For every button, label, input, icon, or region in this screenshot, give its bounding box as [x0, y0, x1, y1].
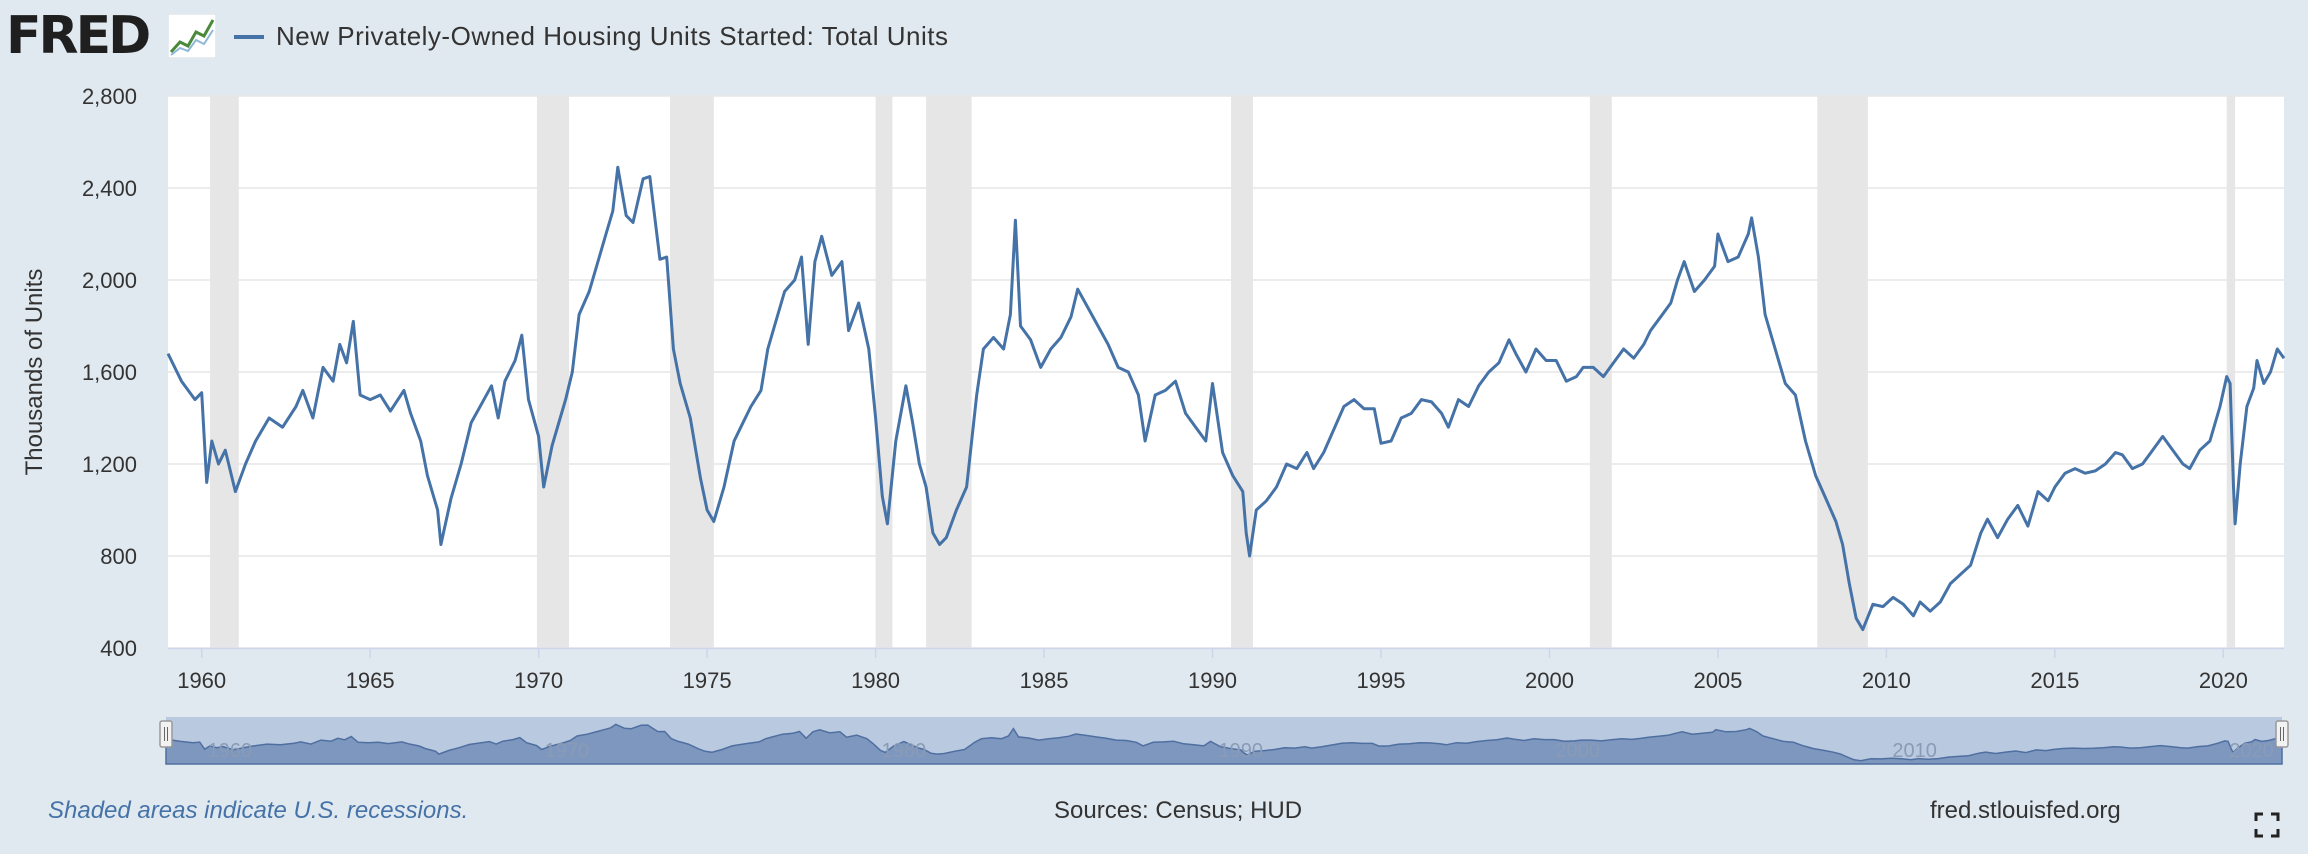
x-tick-label: 1965 [346, 668, 395, 693]
recession-note: Shaded areas indicate U.S. recessions. [48, 797, 469, 824]
y-axis-label: Thousands of Units [21, 269, 48, 476]
navigator-tick-label: 1960 [208, 740, 253, 762]
x-axis: 1960 1965 1970 1975 1980 1985 1990 1995 2000 2005… [168, 647, 2284, 693]
site-url[interactable]: fred.stlouisfed.org [1930, 797, 2121, 824]
x-tick-label: 2005 [1693, 668, 1742, 693]
x-tick-label: 1975 [683, 668, 732, 693]
x-tick-label: 2000 [1525, 668, 1574, 693]
navigator-tick-label: 2010 [1892, 740, 1937, 762]
fred-logo[interactable]: FRED [6, 6, 151, 66]
navigator-tick-label: 1970 [545, 740, 590, 762]
x-tick-label: 2015 [2030, 668, 2079, 693]
x-tick-label: 1980 [851, 668, 900, 693]
x-tick-label: 1960 [177, 668, 226, 693]
y-tick-label: 400 [100, 636, 137, 661]
x-tick-label: 1970 [514, 668, 563, 693]
line-chart-logo-icon [168, 14, 216, 58]
x-tick-label: 2020 [2199, 668, 2248, 693]
y-tick-label: 1,200 [82, 452, 137, 477]
chart-title[interactable]: New Privately-Owned Housing Units Starte… [276, 21, 949, 51]
y-tick-label: 2,000 [82, 268, 137, 293]
series-layer [166, 165, 2286, 632]
x-tick-label: 2010 [1862, 668, 1911, 693]
sources-text: Sources: Census; HUD [1054, 797, 1303, 824]
x-tick-label: 1985 [1020, 668, 1069, 693]
navigator-tick-label: 2000 [1555, 740, 1600, 762]
fullscreen-icon[interactable] [2254, 812, 2280, 838]
navigator-tick-label: 1990 [1219, 740, 1264, 762]
chart-header: FRED New Privately-Owned Housing Units S… [0, 0, 2308, 80]
navigator-handle[interactable] [2275, 720, 2289, 748]
x-tick-label: 1995 [1357, 668, 1406, 693]
y-tick-label: 2,400 [82, 176, 137, 201]
y-tick-label: 2,800 [82, 84, 137, 109]
series-line[interactable] [166, 165, 2286, 632]
navigator-series-area [165, 723, 2283, 765]
y-tick-label: 800 [100, 544, 137, 569]
navigator-handle[interactable] [159, 720, 173, 748]
x-tick-label: 1990 [1188, 668, 1237, 693]
y-tick-label: 1,600 [82, 360, 137, 385]
navigator-tick-label: 2020 [2229, 740, 2274, 762]
navigator[interactable]: 1960 1970 1980 1990 2000 2010 2020 [159, 717, 2289, 765]
y-axis: 400 800 1,200 1,600 2,000 2,400 2,800 [82, 84, 137, 661]
legend-swatch [234, 35, 264, 39]
navigator-tick-label: 1980 [882, 740, 927, 762]
